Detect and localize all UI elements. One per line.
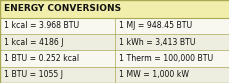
- Bar: [0, 0, 229, 18]
- Text: 1 kcal = 3.968 BTU: 1 kcal = 3.968 BTU: [4, 21, 79, 30]
- Text: 1 MW = 1,000 kW: 1 MW = 1,000 kW: [119, 70, 188, 79]
- Bar: [0, 50, 229, 67]
- Text: 1 Therm = 100,000 BTU: 1 Therm = 100,000 BTU: [119, 54, 212, 63]
- Text: 1 MJ = 948.45 BTU: 1 MJ = 948.45 BTU: [119, 21, 191, 30]
- Text: 1 BTU = 0.252 kcal: 1 BTU = 0.252 kcal: [4, 54, 79, 63]
- Text: 1 kcal = 4186 J: 1 kcal = 4186 J: [4, 38, 63, 47]
- Text: 1 BTU = 1055 J: 1 BTU = 1055 J: [4, 70, 63, 79]
- Bar: [0, 34, 229, 50]
- Text: 1 kWh = 3,413 BTU: 1 kWh = 3,413 BTU: [119, 38, 195, 47]
- Text: ENERGY CONVERSIONS: ENERGY CONVERSIONS: [4, 4, 121, 13]
- Bar: [0, 18, 229, 34]
- Bar: [0, 67, 229, 83]
